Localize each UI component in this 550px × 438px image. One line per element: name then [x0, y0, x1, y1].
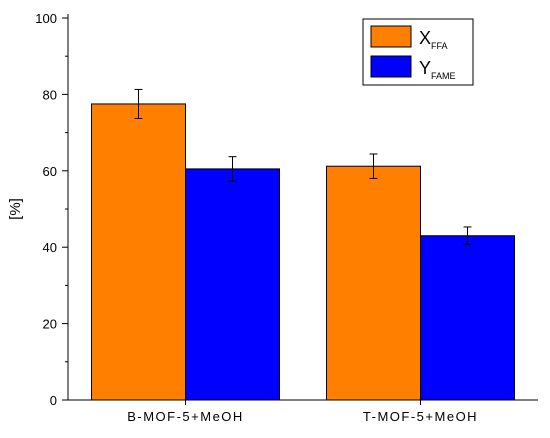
y-tick-label: 80 — [43, 87, 57, 102]
legend-swatch-ffa — [370, 25, 412, 48]
error-bar-fame-1 — [228, 156, 237, 182]
error-bar-ffa-2 — [369, 153, 378, 179]
y-tick-label: 20 — [43, 317, 57, 332]
legend-swatch-fame — [370, 55, 412, 78]
bar-fame-2 — [420, 235, 515, 401]
error-bar-ffa-1 — [134, 88, 143, 119]
y-tick-label: 100 — [35, 11, 57, 26]
bar-ffa-2 — [326, 165, 421, 401]
y-axis-title: [%] — [7, 198, 24, 220]
axes: B-MOF-5+MeOH T-MOF-5+MeOH 0 20 40 60 80 100 — [35, 11, 538, 424]
y-tick-label: 60 — [43, 164, 57, 179]
bar-fame-1 — [185, 168, 280, 401]
y-tick-label: 0 — [50, 393, 57, 408]
legend-subscript: FAME — [431, 71, 456, 81]
bar-ffa-1 — [91, 103, 186, 401]
x-tick-label: T-MOF-5+MeOH — [363, 409, 478, 424]
y-tick-label: 40 — [43, 240, 57, 255]
legend-subscript: FFA — [431, 41, 448, 51]
plot-area — [91, 88, 515, 401]
error-bar-fame-2 — [463, 226, 472, 246]
x-tick-label: B-MOF-5+MeOH — [127, 409, 244, 424]
